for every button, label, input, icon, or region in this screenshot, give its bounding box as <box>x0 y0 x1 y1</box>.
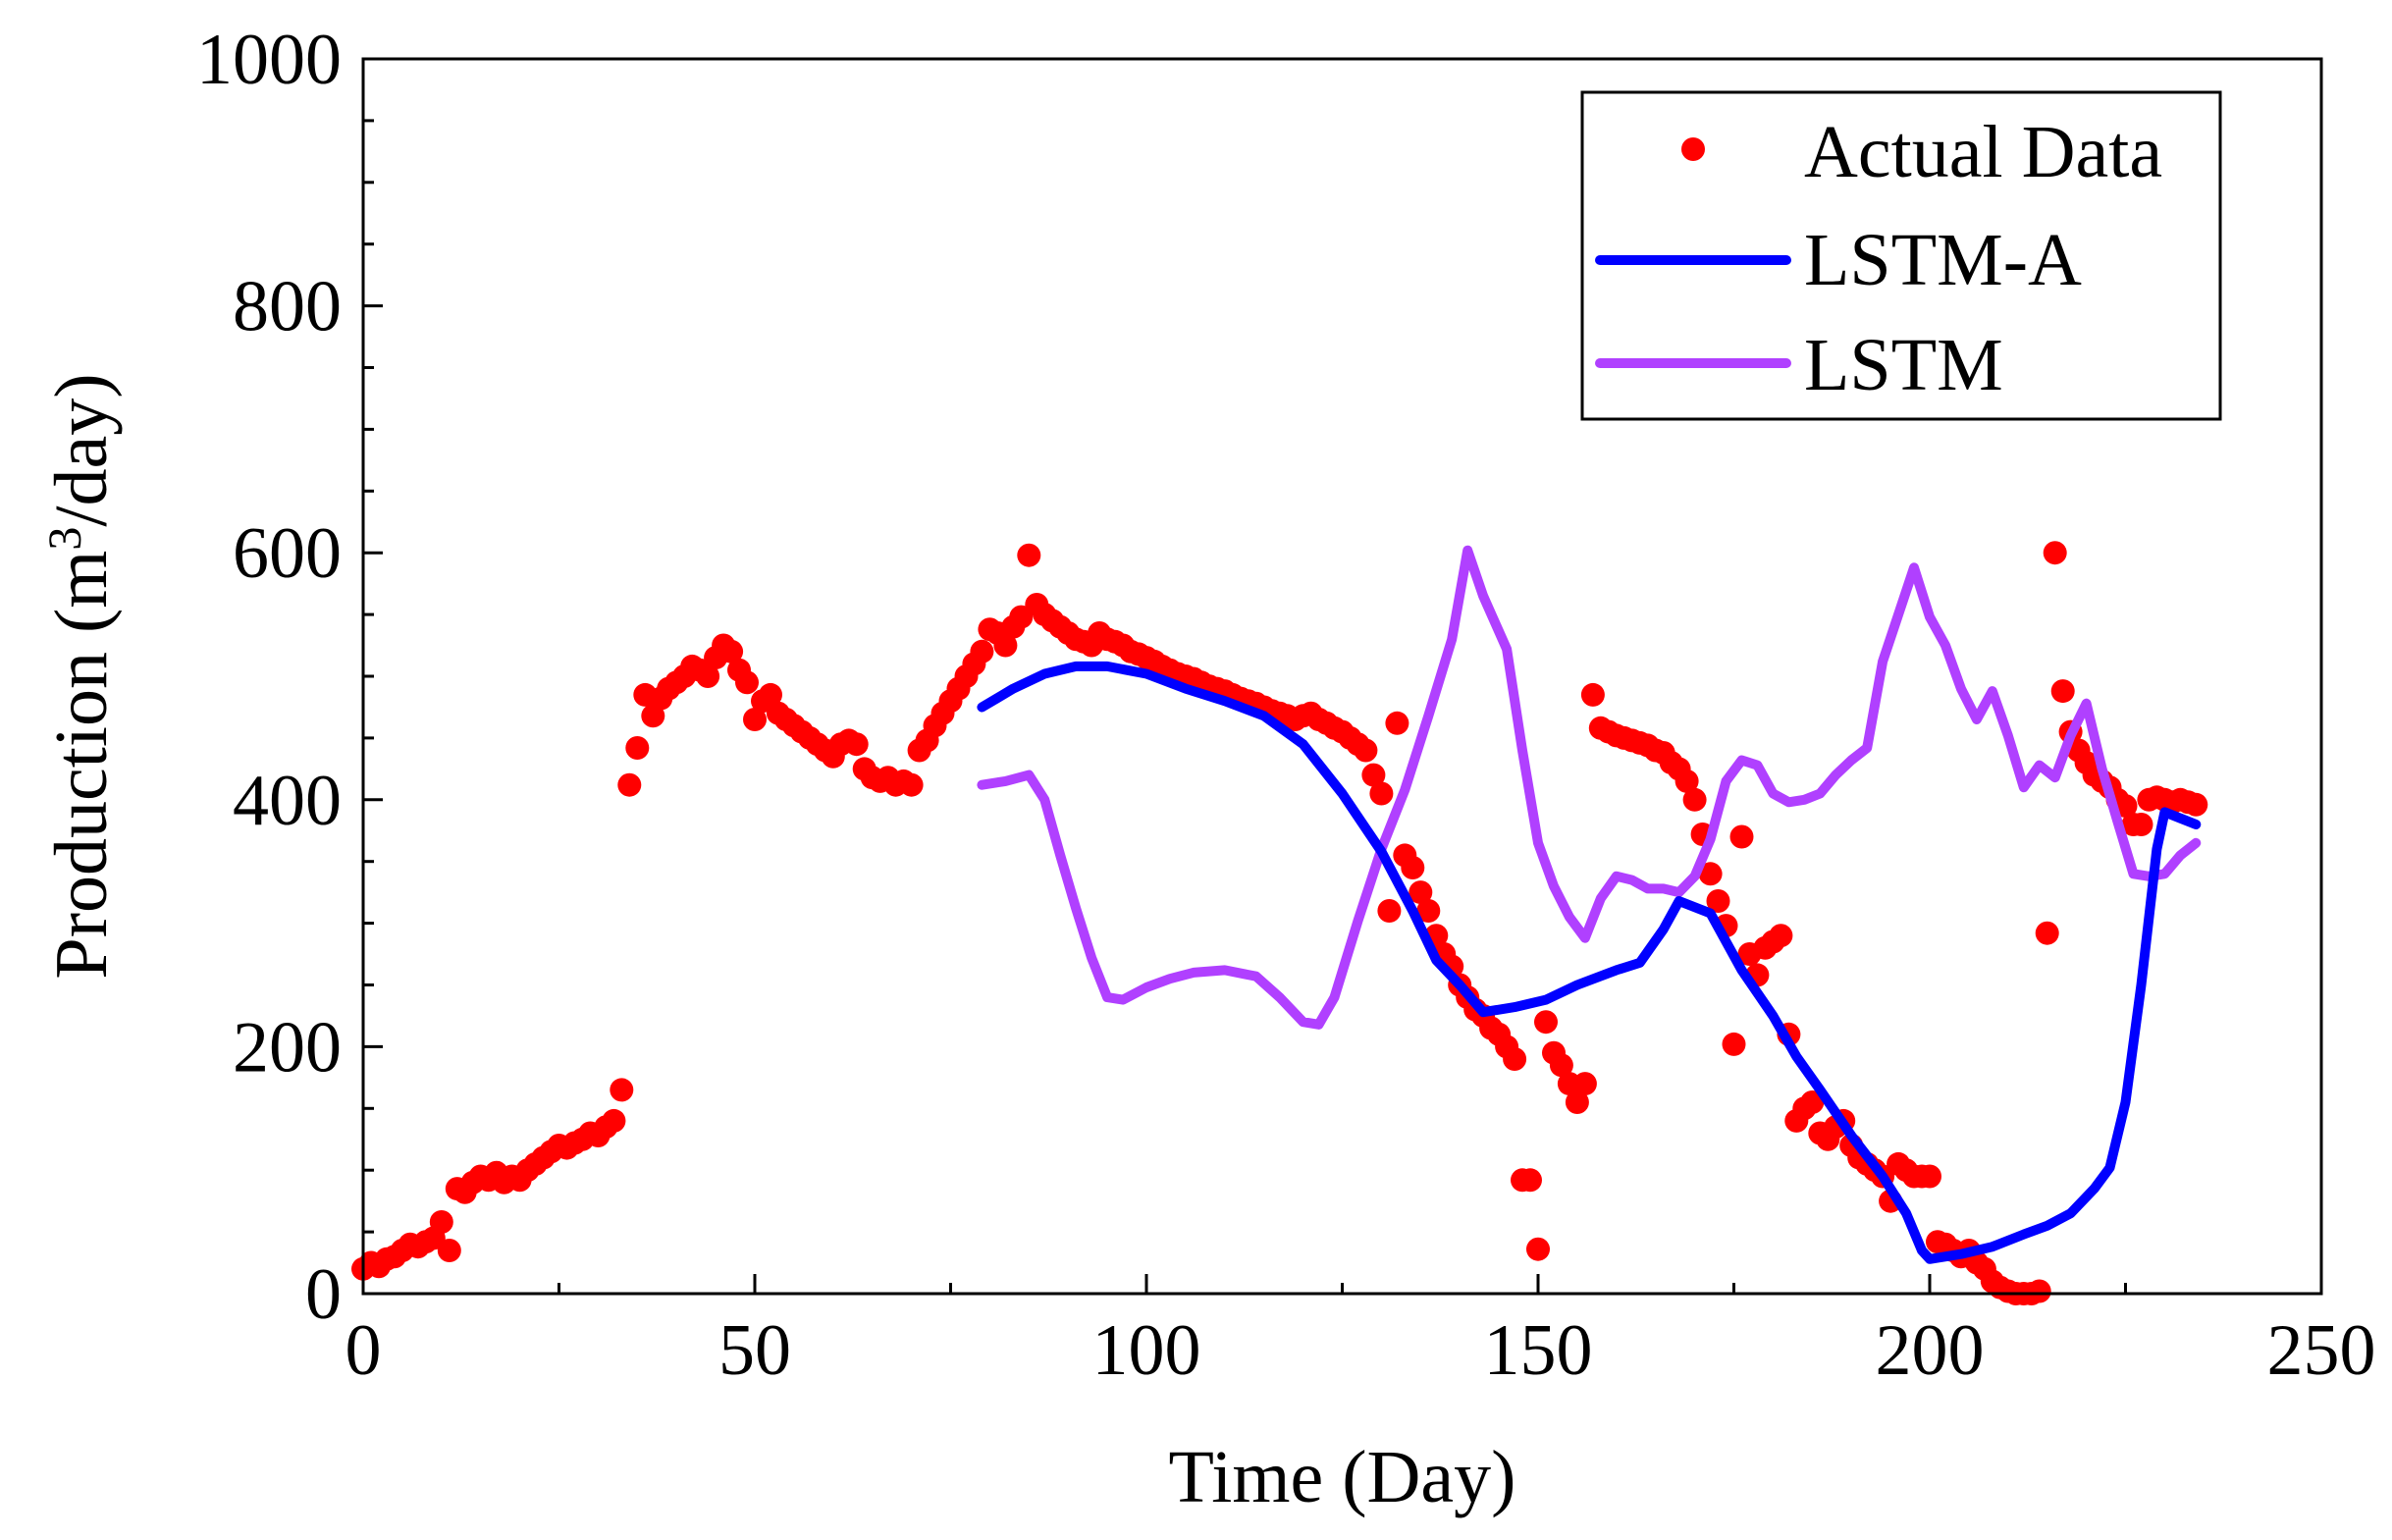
legend: Actual Data LSTM-A LSTM <box>1580 90 2222 421</box>
legend-actual-data-marker <box>1681 137 1705 161</box>
actual-data-point <box>759 682 782 707</box>
y-tick-label: 400 <box>233 761 342 841</box>
actual-data-point <box>1385 711 1409 735</box>
actual-data-point <box>2050 679 2075 704</box>
actual-data-point <box>1017 543 1041 567</box>
actual-data-point <box>429 1210 453 1234</box>
actual-data-point <box>743 708 767 731</box>
x-tick-label: 150 <box>1484 1310 1593 1391</box>
actual-data-point <box>1674 769 1699 793</box>
x-tick-label: 200 <box>1876 1310 1985 1391</box>
actual-data-point <box>1377 899 1402 923</box>
y-tick-label: 200 <box>233 1007 342 1088</box>
actual-data-point <box>1580 682 1605 707</box>
y-axis-title-tail: /day) <box>40 373 123 526</box>
actual-data-point <box>2043 541 2067 565</box>
y-tick-label: 1000 <box>196 20 342 100</box>
x-tick-label: 50 <box>718 1310 791 1391</box>
y-tick-label: 600 <box>233 513 342 594</box>
plot-area <box>351 541 2208 1305</box>
actual-data-point <box>625 736 650 760</box>
legend-actual-data-label: Actual Data <box>1804 111 2162 193</box>
lstm-a-series-line <box>977 661 2202 1264</box>
axes-layer <box>361 57 2323 1296</box>
legend-lstm-label: LSTM <box>1804 324 2003 406</box>
actual-data-point <box>696 664 720 688</box>
x-axis-title: Time (Day) <box>1169 1436 1516 1518</box>
actual-data-point <box>1565 1090 1589 1114</box>
x-tick-label: 250 <box>2267 1310 2376 1391</box>
actual-data-point <box>899 772 924 797</box>
actual-data-point <box>1409 880 1433 905</box>
actual-data-point <box>2035 921 2059 945</box>
actual-data-point <box>1722 1032 1746 1056</box>
actual-data-point <box>1354 738 1378 763</box>
actual-data-point <box>1682 787 1707 812</box>
series-layer <box>351 541 2208 1305</box>
actual-data-point <box>1729 824 1754 849</box>
actual-data-point <box>1918 1164 1941 1189</box>
y-axis-title-main: Production (m <box>40 551 123 980</box>
actual-data-point <box>2129 813 2153 836</box>
actual-data-point <box>602 1108 626 1133</box>
actual-data-point <box>1416 899 1441 923</box>
actual-data-point <box>1698 862 1723 886</box>
legend-lstm-a-label: LSTM-A <box>1804 219 2082 301</box>
actual-data-point <box>610 1078 634 1102</box>
x-tick-label: 100 <box>1092 1310 1201 1391</box>
actual-data-point <box>993 633 1018 658</box>
actual-data-point <box>1503 1047 1527 1071</box>
tick-labels: 0 50 100 150 200 250 0 200 400 600 800 1000 <box>196 20 2376 1391</box>
actual-data-point <box>1518 1168 1542 1193</box>
actual-data-point <box>1534 1010 1558 1035</box>
actual-data-point <box>1401 856 1425 879</box>
actual-data-point <box>719 639 744 664</box>
actual-data-point <box>844 732 869 757</box>
actual-data-point <box>617 772 642 797</box>
actual-data-point <box>970 639 994 664</box>
lstm-series-line <box>977 545 2202 1030</box>
actual-data-point <box>2027 1279 2051 1303</box>
actual-data-point <box>1706 889 1730 913</box>
y-axis-title: Production (m3/day) <box>39 373 124 979</box>
actual-data-point <box>1800 1090 1825 1114</box>
actual-data-point <box>1549 1053 1573 1078</box>
actual-data-point <box>1361 763 1386 787</box>
actual-data-point <box>1526 1237 1550 1261</box>
actual-data-point <box>2184 792 2208 817</box>
actual-data-point <box>1769 924 1793 948</box>
actual-data-point <box>1369 781 1394 806</box>
x-tick-label: 0 <box>346 1310 382 1391</box>
actual-data-point <box>735 670 759 695</box>
y-tick-label: 0 <box>305 1254 342 1335</box>
y-tick-label: 800 <box>233 267 342 347</box>
y-axis-title-superscript: 3 <box>39 527 91 551</box>
actual-data-point <box>437 1239 461 1262</box>
actual-data-point <box>1572 1072 1597 1096</box>
